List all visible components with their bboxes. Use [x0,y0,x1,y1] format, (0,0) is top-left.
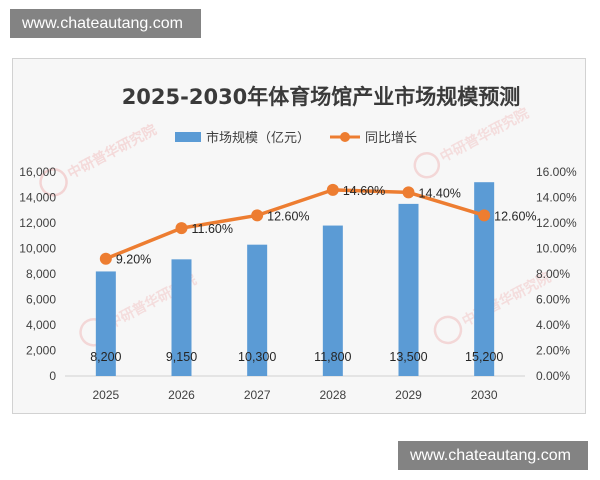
growth-point [99,252,112,265]
y-right-tick-label: 8.00% [536,267,570,281]
x-tick-label: 2026 [168,388,195,402]
bar-value-label: 10,300 [238,350,276,364]
legend-line-marker [340,132,350,142]
y-right-tick-label: 12.00% [536,216,577,230]
y-left-tick-label: 6,000 [26,293,56,307]
x-tick-label: 2025 [92,388,119,402]
growth-point [251,209,264,222]
bar-value-label: 11,800 [314,350,351,364]
legend-line-label: 同比增长 [365,131,417,146]
watermark-top: www.chateautang.com [10,9,201,38]
y-left-ticks: 0 2,000 4,000 6,000 8,000 10,000 12,000 14,000 1… [19,165,56,383]
chart-title: 2025-2030年体育场馆产业市场规模预测 [122,85,521,109]
y-left-tick-label: 12,000 [19,216,56,230]
x-tick-label: 2028 [319,388,346,402]
legend: 市场规模（亿元） 同比增长 [175,130,417,146]
bar [322,225,343,376]
bar-value-label: 13,500 [389,350,427,364]
y-right-tick-label: 16.00% [536,165,577,179]
x-tick-label: 2027 [244,388,271,402]
x-ticks: 2025 2026 2027 2028 2029 2030 [92,388,497,402]
y-left-tick-label: 14,000 [19,191,56,205]
legend-bar-swatch [175,132,201,142]
watermark-stamp-4: 中研普华研究院 [413,105,532,179]
y-left-tick-label: 2,000 [26,344,56,358]
y-left-tick-label: 8,000 [26,267,56,281]
watermark-bottom: www.chateautang.com [398,441,588,470]
growth-labels: 9.20% 11.60% 12.60% 14.60% 14.40% 12.60% [116,184,537,267]
growth-point [478,209,491,222]
y-right-ticks: 0.00% 2.00% 4.00% 6.00% 8.00% 10.00% 12.00% 14.… [536,165,577,383]
bar [95,271,116,376]
y-right-tick-label: 4.00% [536,318,570,332]
growth-value-label: 14.60% [343,184,385,198]
y-right-tick-label: 10.00% [536,242,577,256]
legend-bar-label: 市场规模（亿元） [206,130,310,146]
growth-value-label: 9.20% [116,253,151,267]
growth-value-label: 14.40% [419,186,461,200]
y-left-tick-label: 16,000 [19,165,56,179]
growth-value-label: 12.60% [494,209,536,223]
watermark-stamp-text: 中研普华研究院 [65,121,160,182]
growth-line [105,188,485,261]
y-left-tick-label: 10,000 [19,242,56,256]
bar-value-label: 8,200 [90,350,121,364]
y-left-tick-label: 4,000 [26,318,56,332]
growth-value-label: 11.60% [192,222,233,236]
bar-value-label: 9,150 [166,350,197,364]
y-right-tick-label: 2.00% [536,344,570,358]
watermark-stamp-text: 中研普华研究院 [437,105,532,166]
y-right-tick-label: 6.00% [536,293,570,307]
y-left-tick-label: 0 [49,369,56,383]
growth-point [402,186,415,199]
bars [95,182,495,376]
x-tick-label: 2030 [471,388,498,402]
bar [171,259,192,376]
growth-point [175,222,188,235]
y-right-tick-label: 0.00% [536,369,570,383]
bar-labels: 8,200 9,150 10,300 11,800 13,500 15,200 [90,350,503,364]
watermark-stamp-1: 中研普华研究院 [39,121,160,197]
bar [247,244,268,376]
bar [398,203,419,376]
growth-value-label: 12.60% [267,209,309,223]
bar [474,182,495,376]
x-tick-label: 2029 [395,388,422,402]
y-right-tick-label: 14.00% [536,191,577,205]
growth-points [99,183,491,265]
growth-point [326,183,339,196]
bar-value-label: 15,200 [465,350,503,364]
